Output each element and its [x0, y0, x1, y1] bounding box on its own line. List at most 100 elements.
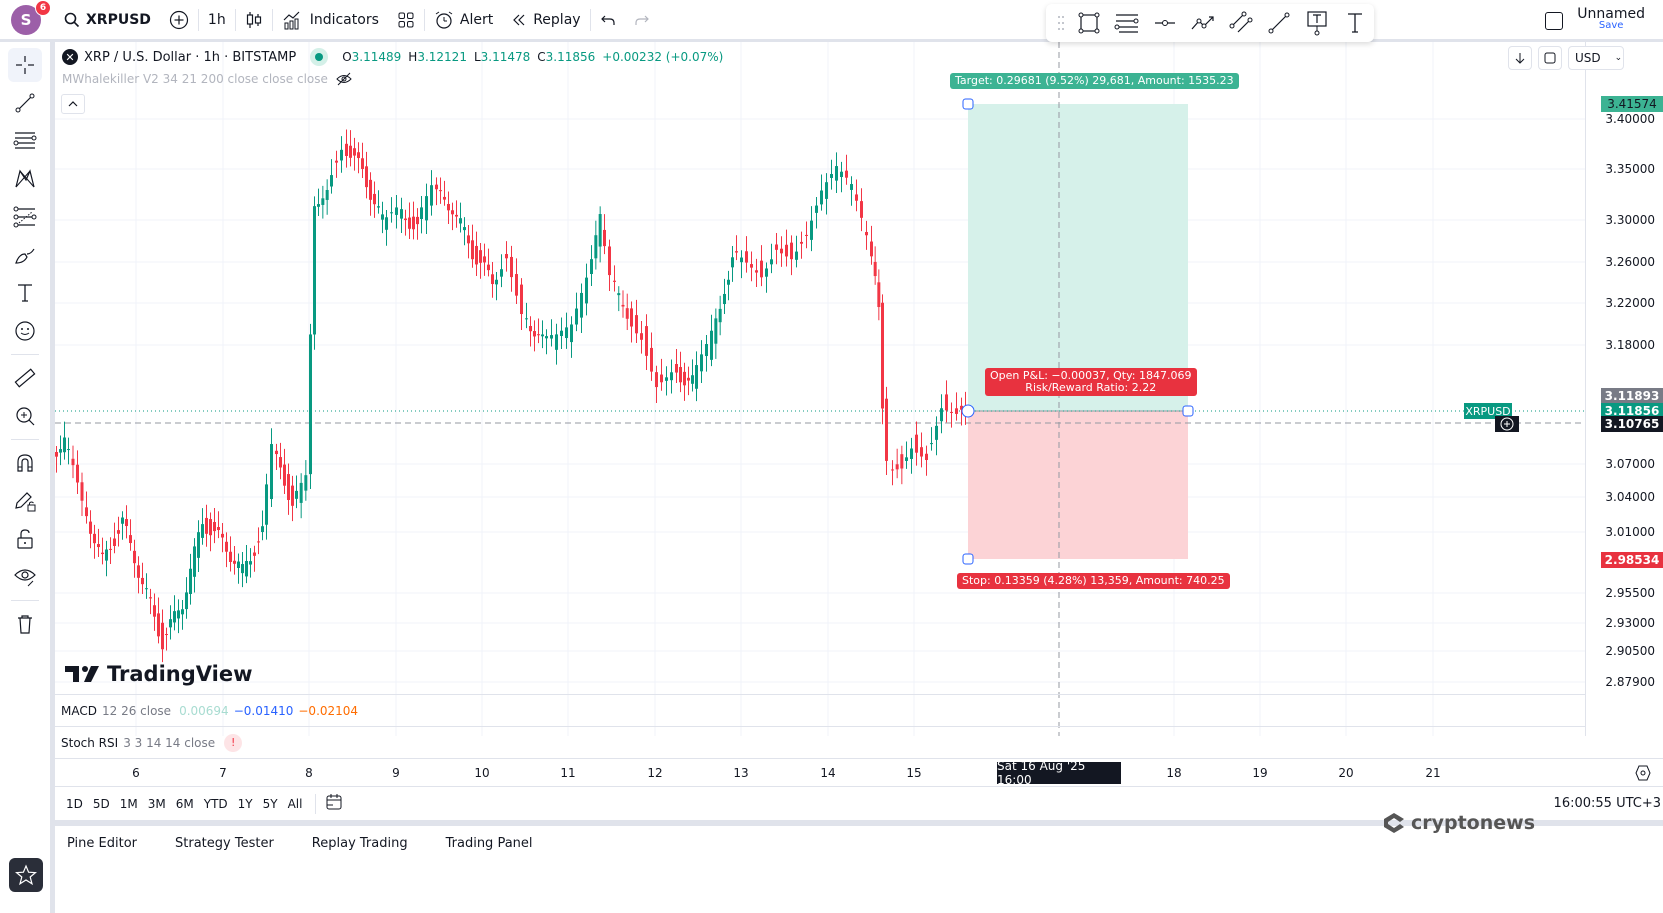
chart-settings-button[interactable] [1635, 765, 1651, 785]
undo-button[interactable] [591, 0, 625, 40]
plus-circle-icon [169, 10, 189, 29]
range-ytd[interactable]: YTD [203, 796, 228, 811]
path-icon[interactable] [1186, 8, 1220, 38]
divider [11, 600, 39, 601]
rewind-icon [513, 14, 525, 25]
text-tool[interactable] [0, 274, 50, 312]
go-to-date-button[interactable] [324, 792, 344, 815]
horizontal-lines-tool[interactable] [0, 122, 50, 160]
templates-button[interactable] [388, 0, 424, 40]
tab-replay-trading[interactable]: Replay Trading [311, 836, 408, 851]
macd-pane[interactable]: MACD 12 26 close 0.00694 −0.01410 −0.021… [55, 694, 1585, 726]
text-icon[interactable] [1338, 8, 1372, 38]
measure-tool[interactable] [0, 359, 50, 397]
entry-handle[interactable] [961, 404, 975, 418]
scroll-to-latest-button[interactable] [1508, 46, 1532, 70]
target-handle[interactable] [962, 98, 974, 110]
range-1y[interactable]: 1Y [237, 796, 253, 811]
left-drawing-toolbar [0, 42, 50, 913]
stoch-rsi-pane[interactable]: Stoch RSI 3 3 14 14 close ! [55, 726, 1585, 758]
indicator-name: MWhalekiller V2 34 21 200 close close cl… [62, 72, 328, 86]
time-tick: 14 [820, 766, 836, 780]
clock-timezone[interactable]: 16:00:55 UTC+3 [1553, 796, 1661, 811]
chart-type-button[interactable] [236, 0, 272, 40]
hide-drawings-tool[interactable] [0, 558, 50, 596]
alert-button[interactable]: Alert [425, 0, 502, 40]
magnet-tool[interactable] [0, 444, 50, 482]
compare-symbol-button[interactable] [160, 0, 198, 40]
grip-icon[interactable] [1054, 8, 1068, 38]
divider [423, 8, 425, 31]
crosshair-tool[interactable] [0, 46, 50, 84]
stoch-rsi-params: 3 3 14 14 close [123, 735, 216, 750]
collapse-legend-button[interactable] [61, 94, 85, 114]
zoom-in-tool[interactable] [0, 397, 50, 435]
stop-label[interactable]: Stop: 0.13359 (4.28%) 13,359, Amount: 74… [957, 573, 1230, 589]
tab-pine-editor[interactable]: Pine Editor [67, 836, 138, 851]
width-handle[interactable] [1182, 405, 1194, 417]
symbol-search-button[interactable]: XRPUSD [55, 0, 160, 40]
emoji-tool[interactable] [0, 312, 50, 350]
trend-line-tool[interactable] [0, 84, 50, 122]
price-axis[interactable]: 2.87900 2.90500 2.93000 2.95500 3.01000 3.040… [1508, 42, 1663, 736]
redo-button[interactable] [625, 0, 659, 40]
close-value: 3.11856 [545, 50, 596, 64]
indicators-button[interactable]: Indicators [273, 0, 388, 40]
layout-name[interactable]: Unnamed Save [1577, 6, 1645, 31]
brush-tool[interactable] [0, 236, 50, 274]
trend-line-icon[interactable] [1262, 8, 1296, 38]
remove-drawings-tool[interactable] [0, 605, 50, 643]
symbol-title[interactable]: XRP / U.S. Dollar · 1h · BITSTAMP [84, 49, 297, 65]
stoch-rsi-label: Stoch RSI [61, 735, 119, 750]
undo-icon [600, 15, 615, 25]
stay-in-drawing-mode-tool[interactable] [0, 482, 50, 520]
target-label[interactable]: Target: 0.29681 (9.52%) 29,681, Amount: … [950, 73, 1239, 89]
eye-hidden-icon[interactable] [336, 72, 352, 86]
text-callout-icon[interactable] [1300, 8, 1334, 38]
range-1m[interactable]: 1M [119, 796, 138, 811]
rectangle-icon[interactable] [1072, 8, 1106, 38]
open-pnl-text: Open P&L: −0.00037, Qty: 1847.069 [990, 369, 1192, 382]
currency-select[interactable]: USD ⌄ [1568, 46, 1624, 70]
pattern-tool[interactable] [0, 160, 50, 198]
price-tick: 2.93000 [1605, 616, 1655, 630]
interval-button[interactable]: 1h [199, 0, 235, 40]
low-label: L [473, 50, 481, 64]
pnl-label[interactable]: Open P&L: −0.00037, Qty: 1847.069 Risk/R… [985, 368, 1197, 396]
price-tick: 3.26000 [1605, 255, 1655, 269]
range-all[interactable]: All [287, 796, 303, 811]
cryptonews-watermark: cryptonews [1383, 812, 1535, 834]
range-6m[interactable]: 6M [175, 796, 194, 811]
price-tick: 3.04000 [1605, 490, 1655, 504]
candlestick-chart[interactable] [55, 42, 1585, 736]
tab-strategy-tester[interactable]: Strategy Tester [175, 836, 274, 851]
user-avatar[interactable]: S 6 [11, 0, 51, 35]
favorites-button[interactable] [9, 858, 43, 892]
add-alert-plus-icon[interactable] [1495, 416, 1519, 432]
indicator-legend[interactable]: MWhalekiller V2 34 21 200 close close cl… [62, 72, 352, 86]
auto-scale-button[interactable] [1538, 46, 1562, 70]
fib-tool[interactable] [0, 198, 50, 236]
save-link[interactable]: Save [1598, 20, 1624, 31]
replay-button[interactable]: Replay [502, 0, 589, 40]
range-5y[interactable]: 5Y [262, 796, 278, 811]
price-tick: 2.87900 [1605, 675, 1655, 689]
range-1d[interactable]: 1D [66, 796, 83, 811]
price-tick: 3.40000 [1605, 112, 1655, 126]
auto-fit-icon [1544, 52, 1556, 64]
warning-icon[interactable]: ! [224, 733, 243, 752]
lock-drawings-tool[interactable] [0, 520, 50, 558]
tab-trading-panel[interactable]: Trading Panel [445, 836, 533, 851]
range-5d[interactable]: 5D [92, 796, 110, 811]
layout-checkbox-icon[interactable] [1545, 12, 1563, 30]
stop-handle[interactable] [962, 553, 974, 565]
time-axis[interactable]: 21 20 19 18 15 14 13 12 11 10 9 8 7 6 Sat 16 Aug '25 … [55, 758, 1663, 787]
main-price-pane[interactable]: ✕ XRP / U.S. Dollar · 1h · BITSTAMP O3.1… [55, 42, 1585, 736]
calendar-goto-icon [326, 794, 342, 810]
horizontal-ray-icon[interactable] [1148, 8, 1182, 38]
layout-title: Unnamed [1577, 6, 1645, 22]
parallel-channel-icon[interactable] [1224, 8, 1258, 38]
range-3m[interactable]: 3M [147, 796, 166, 811]
price-tick: 3.07000 [1605, 457, 1655, 471]
horizontal-lines-icon[interactable] [1110, 8, 1144, 38]
